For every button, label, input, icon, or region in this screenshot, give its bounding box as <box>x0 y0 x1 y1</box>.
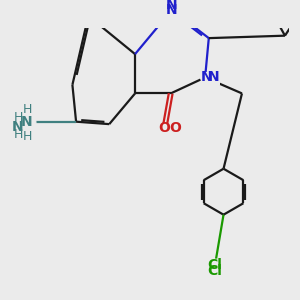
Text: N: N <box>166 3 178 17</box>
Text: N: N <box>166 0 178 12</box>
Text: H: H <box>14 111 23 124</box>
Text: N: N <box>208 70 219 84</box>
Text: H: H <box>22 103 32 116</box>
Text: N: N <box>21 115 33 129</box>
Text: H: H <box>22 130 32 143</box>
Text: O: O <box>159 121 170 135</box>
Text: H: H <box>14 128 23 141</box>
Text: Cl: Cl <box>208 258 222 272</box>
Text: N: N <box>11 120 23 134</box>
Text: N: N <box>201 70 212 84</box>
Text: O: O <box>169 121 181 135</box>
Text: Cl: Cl <box>208 264 222 278</box>
